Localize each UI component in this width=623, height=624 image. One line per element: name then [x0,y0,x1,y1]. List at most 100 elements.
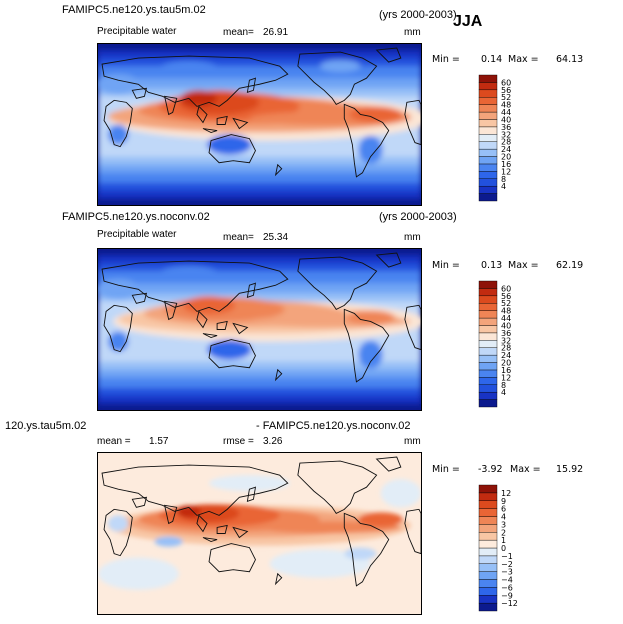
top-variable: Precipitable water [97,26,177,37]
top-map-field [98,44,421,205]
bottom-colorbar-swatch [478,539,498,549]
bottom-colorbar-tick-label: 6 [501,505,506,514]
top-colorbar-tick-label: 36 [501,123,511,132]
middle-units: mm [404,232,421,243]
bottom-colorbar-tick-label: −12 [501,599,518,608]
middle-colorbar-tick-label: 32 [501,336,511,345]
middle-colorbar-tick-label: 56 [501,292,511,301]
bottom-colorbar-swatch [478,532,498,541]
middle-min-label: Min = [432,260,460,271]
top-colorbar-tick-label: 48 [501,101,511,110]
top-max-value: 64.13 [556,54,584,65]
top-colorbar-swatch [478,89,498,98]
middle-colorbar-swatch [478,280,498,289]
middle-colorbar-tick-label: 24 [501,351,511,360]
middle-colorbar-swatch [478,391,498,400]
top-colorbar-tick-label: 28 [501,138,511,147]
top-colorbar-swatch [478,163,498,172]
middle-colorbar-tick-label: 36 [501,329,511,338]
bottom-map-field [98,453,421,614]
bottom-colorbar-tick-label: −3 [501,568,513,577]
middle-min-value: 0.13 [481,260,503,271]
top-years: (yrs 2000-2003) [379,9,457,21]
middle-mean-value: 25.34 [263,232,289,243]
bottom-colorbar-swatch [478,563,498,572]
top-colorbar-tick-label: 44 [501,108,511,117]
top-colorbar-tick-label: 24 [501,145,511,154]
bottom-colorbar-swatch [478,555,498,564]
bottom-colorbar-tick-label: 0 [501,544,506,553]
season-label: JJA [453,13,483,30]
bottom-rmse-label: rmse = [223,436,254,447]
top-colorbar-swatch [478,185,498,194]
bottom-colorbar-swatch [478,524,498,533]
bottom-colorbar-tick-label: −6 [501,583,513,592]
middle-colorbar-tick-label: 8 [501,381,506,390]
middle-colorbar-tick-label: 52 [501,299,511,308]
middle-colorbar-tick-label: 12 [501,373,511,382]
middle-colorbar-tick-label: 60 [501,284,511,293]
bottom-max-value: 15.92 [556,464,584,475]
top-case-title: FAMIPC5.ne120.ys.tau5m.02 [62,4,206,16]
bottom-colorbar-tick-label: 1 [501,536,506,545]
top-colorbar-tick-label: 40 [501,115,511,124]
middle-colorbar-swatch [478,354,498,363]
top-colorbar-swatch [478,134,498,142]
top-colorbar-swatch [478,82,498,91]
top-colorbar-tick-label: 32 [501,130,511,139]
top-colorbar-tick-label: 4 [501,182,506,191]
bottom-colorbar-swatch [478,508,498,517]
top-colorbar-swatch [478,74,498,83]
top-mean-value: 26.91 [263,27,289,38]
top-units: mm [404,27,421,38]
middle-colorbar-tick-label: 20 [501,359,511,368]
bottom-colorbar-tick-label: 3 [501,520,506,529]
middle-colorbar-tick-label: 28 [501,344,511,353]
top-colorbar-swatch [478,126,498,135]
middle-colorbar-swatch [478,369,498,378]
bottom-colorbar-tick-label: −9 [501,591,513,600]
middle-colorbar-tick-label: 16 [501,366,511,375]
bottom-case-right: - FAMIPC5.ne120.ys.noconv.02 [256,420,411,432]
bottom-mean-label: mean = [97,436,131,447]
top-colorbar-swatch [478,141,498,150]
top-colorbar-tick-label: 12 [501,167,511,176]
top-colorbar: 4 8 12 16 20 24 28 32 36 40 44 48 52 56 60 [478,74,539,205]
middle-colorbar: 4 8 12 16 20 24 28 32 36 40 44 48 52 56 60 [478,280,539,411]
top-colorbar-swatch [478,171,498,179]
bottom-case-left: 120.ys.tau5m.02 [5,420,87,432]
middle-map-field [98,249,421,410]
top-colorbar-swatch [478,119,498,128]
top-colorbar-swatch [478,104,498,113]
middle-colorbar-swatch [478,362,498,371]
middle-mean-label: mean= [223,232,254,243]
top-colorbar-swatch [478,97,498,105]
bottom-min-value: -3.92 [478,464,503,475]
middle-colorbar-swatch [478,303,498,311]
middle-colorbar-swatch [478,310,498,319]
middle-colorbar-swatch [478,377,498,385]
top-colorbar-swatch [478,156,498,165]
middle-colorbar-tick-label: 4 [501,388,506,397]
bottom-colorbar-swatch [478,516,498,525]
middle-max-label: Max = [508,260,539,271]
top-colorbar-swatch [478,111,498,120]
bottom-colorbar-swatch [478,595,498,604]
bottom-colorbar-swatch [478,484,498,494]
top-min-label: Min = [432,54,460,65]
middle-years: (yrs 2000-2003) [379,211,457,223]
bottom-colorbar-swatch [478,500,498,509]
top-colorbar-tick-label: 56 [501,86,511,95]
middle-colorbar-tick-label: 44 [501,314,511,323]
bottom-rmse-value: 3.26 [263,436,283,447]
bottom-colorbar-swatch [478,547,498,557]
top-colorbar-swatch [478,178,498,187]
middle-colorbar-tick-label: 40 [501,321,511,330]
bottom-colorbar-tick-label: 12 [501,489,511,498]
bottom-colorbar-tick-label: −4 [501,576,513,585]
top-colorbar-tick-label: 60 [501,78,511,87]
top-min-value: 0.14 [481,54,503,65]
middle-colorbar-swatch [478,347,498,356]
top-colorbar-tick-label: 52 [501,93,511,102]
middle-colorbar-swatch [478,399,498,408]
